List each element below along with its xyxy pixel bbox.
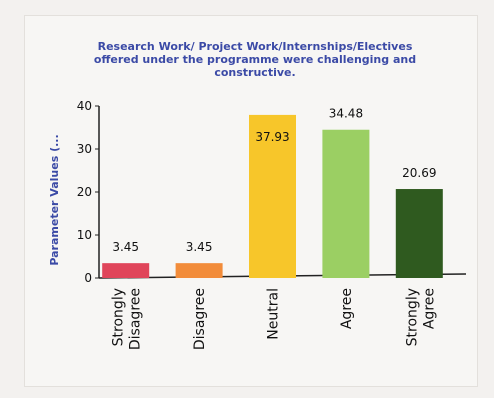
chart-title-line-2: offered under the programme were challen… [94,53,416,66]
x-tick-label: Disagree [192,288,208,350]
x-tick-label: Agree [339,288,355,329]
data-label: 3.45 [186,240,213,254]
data-label: 3.45 [112,240,139,254]
bar [175,263,223,278]
y-tick-label: 10 [77,228,92,242]
x-tick-label: Neutral [266,288,282,340]
chart-title-line-3: constructive. [214,66,295,79]
data-label: 34.48 [329,107,363,121]
x-tick-label: Strongly [111,288,127,346]
y-tick-label: 40 [77,99,92,113]
bar [102,263,150,278]
value-labels: 3.45 3.45 37.93 34.48 20.69 [112,107,436,254]
y-tick-label: 20 [77,185,92,199]
bar [249,114,296,278]
chart-title: Research Work/ Project Work/Internships/… [94,40,416,79]
data-label: 20.69 [402,166,436,180]
chart-title-line-1: Research Work/ Project Work/Internships/… [98,40,413,53]
x-tick-label: Agree [421,288,437,329]
y-tick-label: 30 [77,142,92,156]
category-labels: Strongly Disagree Disagree Neutral Agree Stro… [111,288,438,350]
bar [395,189,443,278]
x-tick-label: Disagree [128,288,144,350]
y-axis-label: Parameter Values (... [48,134,61,265]
bars [102,114,443,278]
x-tick-label: Strongly [404,288,420,346]
bar [322,129,370,278]
y-tick-label: 0 [84,271,92,285]
data-label: 37.93 [255,130,289,144]
